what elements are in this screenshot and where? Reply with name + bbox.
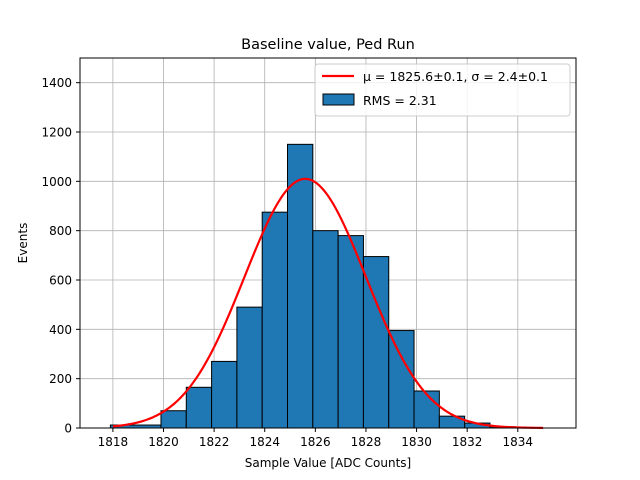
y-tick-label: 0 — [64, 422, 72, 436]
y-tick-label: 1000 — [41, 175, 72, 189]
x-tick-label: 1824 — [249, 435, 280, 449]
x-tick-label: 1832 — [452, 435, 483, 449]
x-tick-label: 1826 — [300, 435, 331, 449]
histogram-bar — [287, 143, 314, 429]
histogram-bar — [211, 360, 238, 429]
y-tick-label: 400 — [49, 323, 72, 337]
histogram-bar — [160, 410, 187, 429]
y-axis-label: Events — [16, 223, 30, 264]
histogram-bar — [312, 230, 339, 429]
histogram-bar — [388, 330, 415, 429]
histogram-bar — [337, 235, 364, 429]
x-tick-label: 1830 — [401, 435, 432, 449]
x-tick-label: 1828 — [351, 435, 382, 449]
y-tick-label: 600 — [49, 274, 72, 288]
histogram-bar — [236, 306, 263, 429]
y-tick-label: 800 — [49, 224, 72, 238]
chart-title: Baseline value, Ped Run — [241, 37, 415, 53]
fit-curve — [112, 177, 544, 429]
y-tick-label: 200 — [49, 372, 72, 386]
x-tick-label: 1834 — [503, 435, 534, 449]
x-axis-ticks: 1818 1820 1822 1824 1826 1828 1830 1832 1834 — [98, 428, 533, 449]
legend-histogram-label: RMS = 2.31 — [363, 93, 437, 108]
x-tick-label: 1822 — [199, 435, 230, 449]
legend-box — [314, 63, 571, 117]
histogram-bar — [185, 386, 213, 429]
fit-curve-group — [112, 177, 544, 429]
y-tick-label: 1200 — [41, 126, 72, 140]
histogram-bar — [261, 211, 289, 429]
y-tick-label: 1400 — [41, 76, 72, 90]
plot-frame — [79, 57, 577, 429]
y-axis-ticks: 0 200 400 600 800 1000 1200 1400 — [41, 76, 80, 436]
histogram-bar — [413, 390, 440, 429]
histogram-bars — [109, 143, 516, 429]
legend-histogram-swatch — [322, 93, 355, 106]
legend-fit-label: μ = 1825.6±0.1, σ = 2.4±0.1 — [363, 69, 548, 84]
x-tick-label: 1820 — [148, 435, 179, 449]
x-tick-label: 1818 — [98, 435, 129, 449]
legend: μ = 1825.6±0.1, σ = 2.4±0.1 RMS = 2.31 — [314, 63, 571, 117]
x-axis-label: Sample Value [ADC Counts] — [245, 456, 411, 470]
